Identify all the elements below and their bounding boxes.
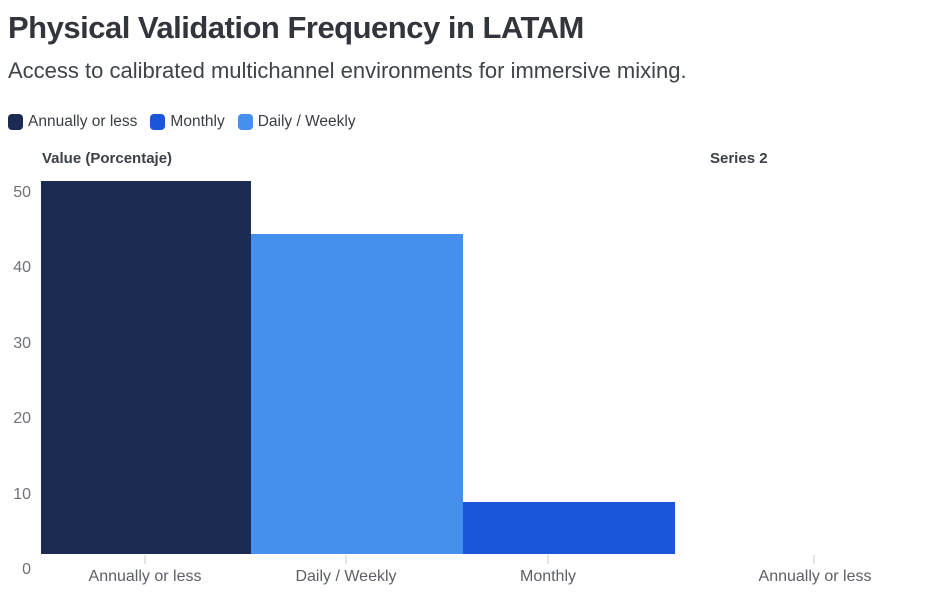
bar-daily-weekly[interactable] bbox=[251, 234, 463, 554]
legend-item-monthly[interactable]: Monthly bbox=[150, 112, 225, 132]
y-axis-tick-label: 20 bbox=[13, 410, 31, 427]
right-panel-title: Series 2 bbox=[710, 150, 768, 167]
y-axis-tick-label: 40 bbox=[13, 259, 31, 276]
y-axis-tick-label: 0 bbox=[22, 561, 31, 578]
x-axis-tick-mark bbox=[813, 555, 815, 564]
x-axis-tick-mark bbox=[547, 555, 549, 564]
bar-monthly[interactable] bbox=[463, 502, 675, 554]
legend-swatch-icon bbox=[150, 114, 166, 130]
x-axis-category-label: Annually or less bbox=[88, 568, 202, 585]
legend-label: Monthly bbox=[170, 113, 225, 130]
y-axis-tick-label: 30 bbox=[13, 334, 31, 352]
x-axis-category-label: Daily / Weekly bbox=[295, 568, 397, 585]
bar-annually-or-less[interactable] bbox=[41, 181, 251, 554]
y-axis-tick-label: 10 bbox=[13, 485, 31, 503]
legend-swatch-icon bbox=[237, 114, 253, 130]
x-axis-category-label: Monthly bbox=[519, 568, 577, 585]
x-axis-category-label: Annually or less bbox=[758, 568, 872, 585]
left-axis-title: Value (Porcentaje) bbox=[42, 150, 173, 167]
x-axis-tick-mark bbox=[345, 555, 347, 564]
legend-swatch-icon bbox=[8, 114, 23, 130]
legend-label: Annually or less bbox=[28, 113, 138, 130]
legend-item-daily-weekly[interactable]: Daily / Weekly bbox=[237, 112, 356, 132]
legend: Annually or less Monthly Daily / Weekly bbox=[8, 112, 356, 132]
y-axis-tick-label: 50 bbox=[13, 183, 31, 201]
x-axis-tick-mark bbox=[144, 555, 146, 564]
legend-label: Daily / Weekly bbox=[257, 113, 356, 130]
chart-title: Physical Validation Frequency in LATAM bbox=[8, 10, 584, 45]
chart-subtitle: Access to calibrated multichannel enviro… bbox=[8, 58, 687, 83]
legend-item-annually-or-less[interactable]: Annually or less bbox=[8, 112, 137, 132]
